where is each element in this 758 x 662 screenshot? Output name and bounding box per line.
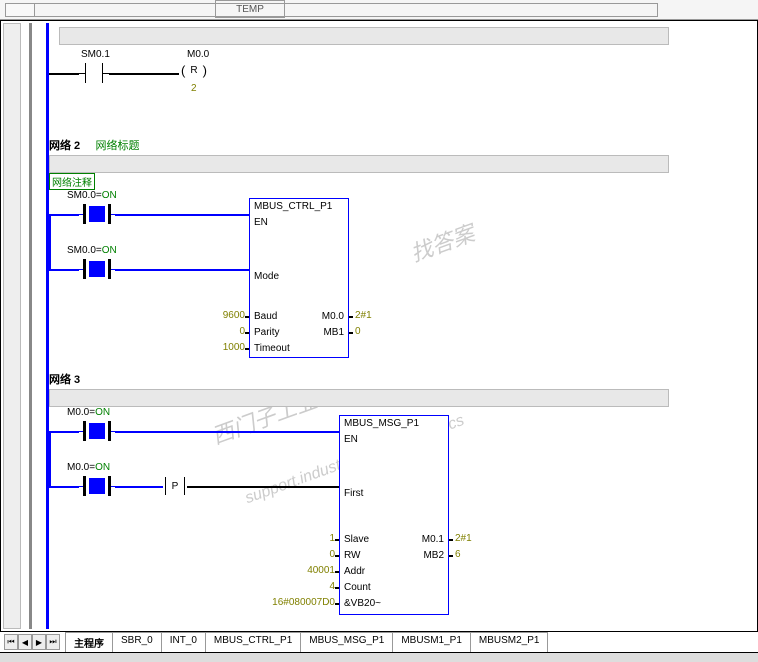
net1-coil-value: 2 <box>191 83 197 94</box>
dataptr-val: 16#080007D0 <box>249 597 335 608</box>
tab-MBUS_CTRL_P1[interactable]: MBUS_CTRL_P1 <box>205 632 301 652</box>
net1-coil-label: M0.0 <box>187 49 209 60</box>
net2-titlebar[interactable] <box>49 155 669 173</box>
net2-c1-label: SM0.0=ON <box>67 190 117 201</box>
network-2: 网络 2 网络标题 网络注释 SM0.0=ON SM0.0=ON <box>49 137 757 370</box>
pin-timeout: Timeout <box>254 343 290 354</box>
tab-INT_0[interactable]: INT_0 <box>161 632 206 652</box>
network-3: 网络 3 M0.0=ON M0.0=ON <box>49 371 757 627</box>
rw-val: 0 <box>279 549 335 560</box>
out3-1-val: 2#1 <box>455 533 472 544</box>
pin-out2: MB1 <box>323 327 344 338</box>
network-1: SM0.1 M0.0 (R) 2 <box>49 27 757 105</box>
count-val: 4 <box>279 581 335 592</box>
pin-count: Count <box>344 582 371 593</box>
pin-addr: Addr <box>344 566 365 577</box>
editor-frame: 找答案 西门子工业 support.industry.siemens.com/c… <box>0 20 758 632</box>
pin-vb20: &VB20~ <box>344 598 381 609</box>
net3-c1-label: M0.0=ON <box>67 407 110 418</box>
positive-edge[interactable]: P <box>163 477 187 495</box>
net1-titlebar[interactable] <box>59 27 669 45</box>
net3-titlebar[interactable] <box>49 389 669 407</box>
net3-c2-label: M0.0=ON <box>67 462 110 473</box>
tab-主程序[interactable]: 主程序 <box>65 632 113 652</box>
pin-out3-1: M0.1 <box>422 534 444 545</box>
net2-c2-label: SM0.0=ON <box>67 245 117 256</box>
pin-parity: Parity <box>254 327 280 338</box>
net2-contact-2[interactable] <box>79 259 115 279</box>
net3-block-title: MBUS_MSG_P1 <box>340 416 448 431</box>
tab-nav-last[interactable]: ⏭ <box>46 634 60 650</box>
tab-nav-next[interactable]: ▶ <box>32 634 46 650</box>
tab-MBUSM1_P1[interactable]: MBUSM1_P1 <box>392 632 471 652</box>
mbus-ctrl-block[interactable]: MBUS_CTRL_P1 EN Mode Baud Parity Timeout… <box>249 198 349 358</box>
pin-en: EN <box>254 217 268 228</box>
out2-val: 0 <box>355 326 361 337</box>
bottom-gray-bar <box>0 653 758 662</box>
out3-2-val: 6 <box>455 549 461 560</box>
parity-val: 0 <box>199 326 245 337</box>
net3-header: 网络 3 <box>49 374 80 386</box>
net1-contact[interactable] <box>79 63 109 83</box>
mbus-msg-block[interactable]: MBUS_MSG_P1 EN First Slave RW Addr Count… <box>339 415 449 615</box>
tab-MBUS_MSG_P1[interactable]: MBUS_MSG_P1 <box>300 632 393 652</box>
pin-slave: Slave <box>344 534 369 545</box>
net3-contact-2[interactable] <box>79 476 115 496</box>
gray-margin-line <box>29 23 32 629</box>
pin-first: First <box>344 488 363 499</box>
net2-contact-1[interactable] <box>79 204 115 224</box>
slave-val: 1 <box>279 533 335 544</box>
pin-out1: M0.0 <box>322 311 344 322</box>
pin-mode: Mode <box>254 271 279 282</box>
pin-baud: Baud <box>254 311 277 322</box>
left-scroll-gutter[interactable] <box>3 23 21 629</box>
net2-comment[interactable]: 网络注释 <box>49 173 95 190</box>
pin-en3: EN <box>344 434 358 445</box>
addr-val: 40001 <box>279 565 335 576</box>
baud-val: 9600 <box>199 310 245 321</box>
tab-SBR_0[interactable]: SBR_0 <box>112 632 162 652</box>
timeout-val: 1000 <box>199 342 245 353</box>
net1-coil[interactable]: (R) <box>179 63 209 83</box>
pin-out3-2: MB2 <box>423 550 444 561</box>
tab-nav-first[interactable]: ⏮ <box>4 634 18 650</box>
net3-contact-1[interactable] <box>79 421 115 441</box>
net2-block-title: MBUS_CTRL_P1 <box>250 199 348 214</box>
pin-rw: RW <box>344 550 360 561</box>
ladder-content: 找答案 西门子工业 support.industry.siemens.com/c… <box>49 21 757 631</box>
out1-val: 2#1 <box>355 310 372 321</box>
tab-nav-prev[interactable]: ◀ <box>18 634 32 650</box>
top-header-area: TEMP <box>0 0 758 20</box>
tab-strip: ⏮ ◀ ▶ ⏭ 主程序SBR_0INT_0MBUS_CTRL_P1MBUS_MS… <box>0 632 758 652</box>
net2-title[interactable]: 网络标题 <box>95 140 139 152</box>
net2-header: 网络 2 <box>49 140 80 152</box>
tab-nav-buttons: ⏮ ◀ ▶ ⏭ <box>4 634 60 650</box>
tab-MBUSM2_P1[interactable]: MBUSM2_P1 <box>470 632 549 652</box>
net1-contact-label: SM0.1 <box>81 49 110 60</box>
